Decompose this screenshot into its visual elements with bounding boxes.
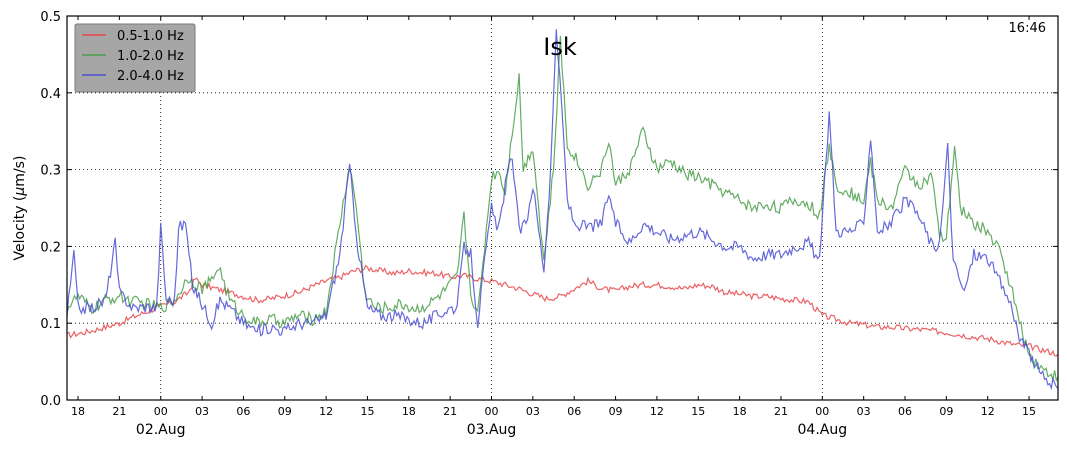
x-tick-label: 12	[319, 405, 333, 418]
x-tick-label: 06	[236, 405, 250, 418]
x-tick-label: 15	[1022, 405, 1036, 418]
y-tick-label: 0.0	[40, 394, 61, 409]
x-tick-label: 03	[857, 405, 871, 418]
y-axis-ticks: 0.0 0.1 0.2 0.3 0.4 0.5	[40, 10, 1058, 409]
series-line-1	[66, 264, 1059, 357]
series-line-3	[66, 29, 1059, 391]
x-tick-label: 18	[733, 405, 747, 418]
x-tick-label: 12	[981, 405, 995, 418]
timestamp: 16:46	[1009, 21, 1046, 36]
x-tick-label: 00	[154, 405, 168, 418]
x-axis-ticks: 18 21 00 03 06 09 12 15 18 21 00 03 06 09 12 15 18 21 00 03…	[71, 16, 1036, 418]
series-line-2	[66, 35, 1059, 383]
y-tick-label: 0.4	[40, 87, 61, 102]
x-tick-label: 15	[360, 405, 374, 418]
legend-label: 1.0-2.0 Hz	[117, 49, 184, 64]
series-lines	[66, 29, 1059, 391]
x-tick-label: 21	[443, 405, 457, 418]
x-tick-label: 21	[112, 405, 126, 418]
day-label: 04.Aug	[798, 422, 848, 438]
x-tick-label: 18	[402, 405, 416, 418]
y-tick-label: 0.2	[40, 240, 61, 255]
x-tick-label: 18	[71, 405, 85, 418]
legend-label: 2.0-4.0 Hz	[117, 69, 184, 84]
x-tick-label: 06	[898, 405, 912, 418]
x-tick-label: 09	[939, 405, 953, 418]
legend: 0.5-1.0 Hz 1.0-2.0 Hz 2.0-4.0 Hz	[74, 23, 196, 93]
x-tick-label: 15	[691, 405, 705, 418]
chart-title: Isk	[543, 33, 577, 61]
y-axis-label: Velocity (μm/s)	[12, 156, 28, 261]
x-tick-label: 03	[526, 405, 540, 418]
x-tick-label: 12	[650, 405, 664, 418]
x-tick-label: 09	[609, 405, 623, 418]
y-tick-label: 0.1	[40, 317, 61, 332]
x-tick-label: 00	[485, 405, 499, 418]
legend-label: 0.5-1.0 Hz	[117, 29, 184, 44]
day-labels: 02.Aug 03.Aug 04.Aug	[136, 422, 847, 438]
y-tick-label: 0.3	[40, 164, 61, 179]
x-tick-label: 00	[815, 405, 829, 418]
day-label: 03.Aug	[467, 422, 517, 438]
x-tick-label: 03	[195, 405, 209, 418]
x-tick-label: 21	[774, 405, 788, 418]
x-tick-label: 09	[278, 405, 292, 418]
y-tick-label: 0.5	[40, 10, 61, 25]
plot-frame	[66, 15, 1059, 401]
x-tick-label: 06	[567, 405, 581, 418]
day-label: 02.Aug	[136, 422, 186, 438]
